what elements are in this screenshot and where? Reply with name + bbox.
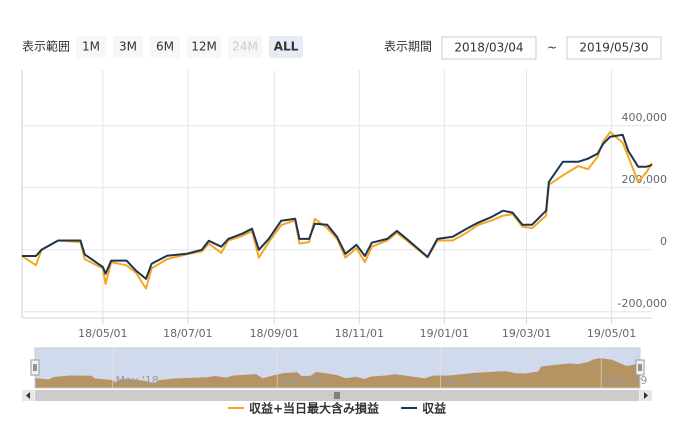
range-button-label: 24M [232, 40, 258, 54]
legend-label[interactable]: 収益 [422, 401, 446, 416]
navigator-label: Jan '19 [443, 374, 481, 387]
range-button[interactable] [269, 36, 303, 58]
range-button-label: 12M [191, 40, 217, 54]
series-line [21, 131, 653, 290]
navigator-handle[interactable] [30, 359, 40, 376]
range-button[interactable] [76, 36, 106, 58]
to-input[interactable] [566, 36, 662, 60]
navigator-handle[interactable] [635, 359, 645, 376]
zoom-label: 表示範囲 [22, 39, 70, 54]
x-tick-label: 18/11/01 [335, 327, 384, 340]
range-button-label: 6M [156, 40, 174, 54]
from-text: 2018/03/04 [454, 41, 523, 55]
range-button-label: 1M [82, 40, 100, 54]
scroll-arrow [26, 392, 30, 399]
y-tick-label: 0 [660, 235, 667, 248]
navigator-area [35, 358, 640, 388]
x-tick-label: 19/05/01 [587, 327, 636, 340]
y-tick-label: -200,000 [618, 297, 667, 310]
y-tick-label: 400,000 [622, 111, 668, 124]
x-tick-label: 19/01/01 [420, 327, 469, 340]
range-button-label: ALL [274, 40, 299, 54]
range-button-label: 3M [119, 40, 137, 54]
y-tick-label: 200,000 [622, 173, 668, 186]
navigator-mask [34, 347, 641, 389]
x-tick-label: 18/07/01 [163, 327, 212, 340]
legend-label[interactable]: 収益+当日最大含み損益 [249, 401, 379, 416]
period-label: 表示期間 [384, 40, 432, 54]
range-button[interactable] [113, 36, 143, 58]
scroll-arrow [644, 392, 648, 399]
range-button[interactable] [187, 36, 221, 58]
range-button [228, 36, 262, 58]
to-text: 2019/05/30 [579, 41, 648, 55]
x-tick-label: 18/05/01 [78, 327, 127, 340]
navigator-label: May '18 [116, 374, 159, 387]
x-tick-label: 19/03/01 [502, 327, 551, 340]
separator: ~ [547, 41, 557, 55]
navigator-label: Sep '18 [280, 374, 321, 387]
series-line [22, 133, 653, 280]
navigator-label: May '19 [604, 374, 647, 387]
from-input[interactable] [441, 36, 537, 60]
range-button[interactable] [150, 36, 180, 58]
x-tick-label: 18/09/01 [250, 327, 299, 340]
